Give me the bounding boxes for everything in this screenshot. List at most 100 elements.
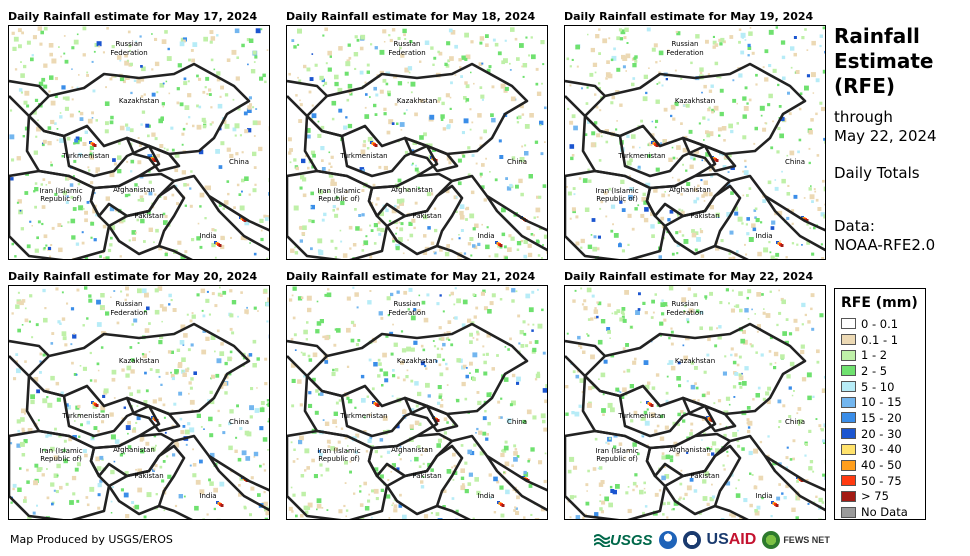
- rainfall-cell: [778, 420, 782, 423]
- rainfall-cell: [635, 485, 638, 488]
- rainfall-cell: [158, 397, 162, 402]
- rainfall-cell: [703, 200, 706, 202]
- rainfall-cell: [40, 30, 44, 35]
- rainfall-cell: [54, 77, 58, 81]
- rainfall-cell: [806, 223, 809, 226]
- rainfall-cell: [727, 152, 732, 158]
- rainfall-cell: [15, 353, 19, 356]
- rainfall-cell: [189, 319, 193, 323]
- country-border: [287, 79, 328, 117]
- rainfall-cell: [215, 373, 220, 378]
- rainfall-cell: [227, 356, 232, 362]
- rainfall-cell: [544, 399, 547, 404]
- rainfall-cell: [528, 174, 533, 179]
- rainfall-cell: [651, 234, 655, 238]
- rainfall-cell: [176, 87, 180, 91]
- rainfall-cell: [22, 135, 25, 138]
- map-label-iran-line1: Iran (Islamic: [595, 187, 638, 195]
- rainfall-cell: [626, 134, 630, 138]
- rainfall-cell: [196, 74, 199, 78]
- rainfall-cell: [374, 46, 378, 50]
- rainfall-cell: [538, 460, 543, 465]
- rainfall-cell: [717, 335, 722, 340]
- rainfall-cell: [71, 361, 74, 365]
- rainfall-cell: [332, 368, 335, 372]
- rainfall-cell: [155, 493, 158, 496]
- rainfall-cell: [78, 152, 83, 157]
- rainfall-cell: [10, 501, 13, 504]
- rainfall-cell: [332, 181, 337, 186]
- rainfall-cell: [465, 54, 471, 60]
- rainfall-cell: [785, 318, 789, 321]
- rainfall-cell: [610, 204, 616, 209]
- rainfall-cell: [144, 192, 148, 195]
- rainfall-cell: [216, 329, 220, 333]
- rainfall-cell: [322, 419, 325, 421]
- rainfall-cell: [65, 176, 69, 181]
- map-label-iran-line1: Iran (Islamic: [39, 187, 82, 195]
- rainfall-cell: [17, 28, 22, 33]
- rainfall-cell: [472, 244, 476, 248]
- rainfall-cell: [188, 116, 191, 119]
- rainfall-cell: [402, 378, 406, 382]
- rainfall-cell: [413, 226, 416, 230]
- rainfall-cell: [530, 233, 534, 236]
- rainfall-cell: [821, 501, 825, 504]
- rainfall-cell: [373, 488, 379, 494]
- legend-swatch: [841, 506, 856, 518]
- rainfall-cell: [119, 76, 125, 82]
- rainfall-cell: [641, 197, 647, 202]
- rainfall-cell: [378, 311, 383, 316]
- rainfall-cell: [308, 90, 312, 94]
- legend-title: RFE (mm): [841, 295, 918, 311]
- rainfall-cell: [822, 26, 825, 30]
- rainfall-cell: [249, 405, 254, 411]
- rainfall-cell: [439, 248, 443, 252]
- rainfall-cell: [816, 360, 820, 364]
- rainfall-cell: [328, 151, 331, 154]
- map-canvas: RussianFederationKazakhstanTurkmenistanC…: [565, 286, 825, 519]
- rainfall-cell: [90, 236, 93, 239]
- rainfall-cell: [324, 27, 328, 32]
- rainfall-cell: [524, 124, 530, 129]
- rainfall-cell: [369, 224, 372, 227]
- rainfall-cell: [113, 397, 116, 399]
- rainfall-cell: [523, 470, 527, 475]
- rainfall-cell: [346, 296, 351, 301]
- rainfall-cell: [159, 83, 165, 88]
- rainfall-cell: [768, 350, 772, 353]
- rainfall-cell: [691, 229, 695, 233]
- rainfall-cell: [344, 482, 347, 484]
- rainfall-cell: [58, 247, 63, 253]
- rainfall-cell: [469, 361, 473, 366]
- rainfall-cell: [128, 239, 131, 242]
- rainfall-cell: [795, 70, 800, 74]
- rainfall-cell: [661, 84, 664, 87]
- rainfall-cell: [395, 246, 400, 251]
- rainfall-cell: [433, 56, 437, 60]
- rainfall-cell: [709, 291, 713, 296]
- country-border: [9, 79, 50, 117]
- rainfall-cell: [337, 440, 341, 444]
- rainfall-cell: [365, 93, 368, 96]
- rainfall-cell: [288, 72, 291, 76]
- rainfall-cell: [414, 456, 419, 462]
- rainfall-cell: [779, 133, 784, 139]
- rainfall-cell: [248, 96, 252, 100]
- rainfall-cell: [392, 369, 395, 372]
- rainfall-cell: [179, 102, 184, 107]
- rainfall-cell: [480, 291, 485, 296]
- rainfall-cell: [126, 160, 129, 163]
- rainfall-cell: [102, 394, 106, 398]
- rainfall-cell: [259, 76, 264, 81]
- rainfall-cell: [362, 244, 365, 246]
- rainfall-cell: [209, 433, 214, 438]
- rainfall-cell: [67, 221, 70, 224]
- rainfall-cell: [226, 58, 231, 62]
- rainfall-cell: [476, 490, 481, 495]
- rainfall-cell: [319, 75, 324, 81]
- rainfall-cell: [334, 328, 337, 331]
- rainfall-cell: [87, 118, 93, 124]
- rainfall-cell: [801, 377, 807, 382]
- rainfall-cell: [444, 251, 450, 257]
